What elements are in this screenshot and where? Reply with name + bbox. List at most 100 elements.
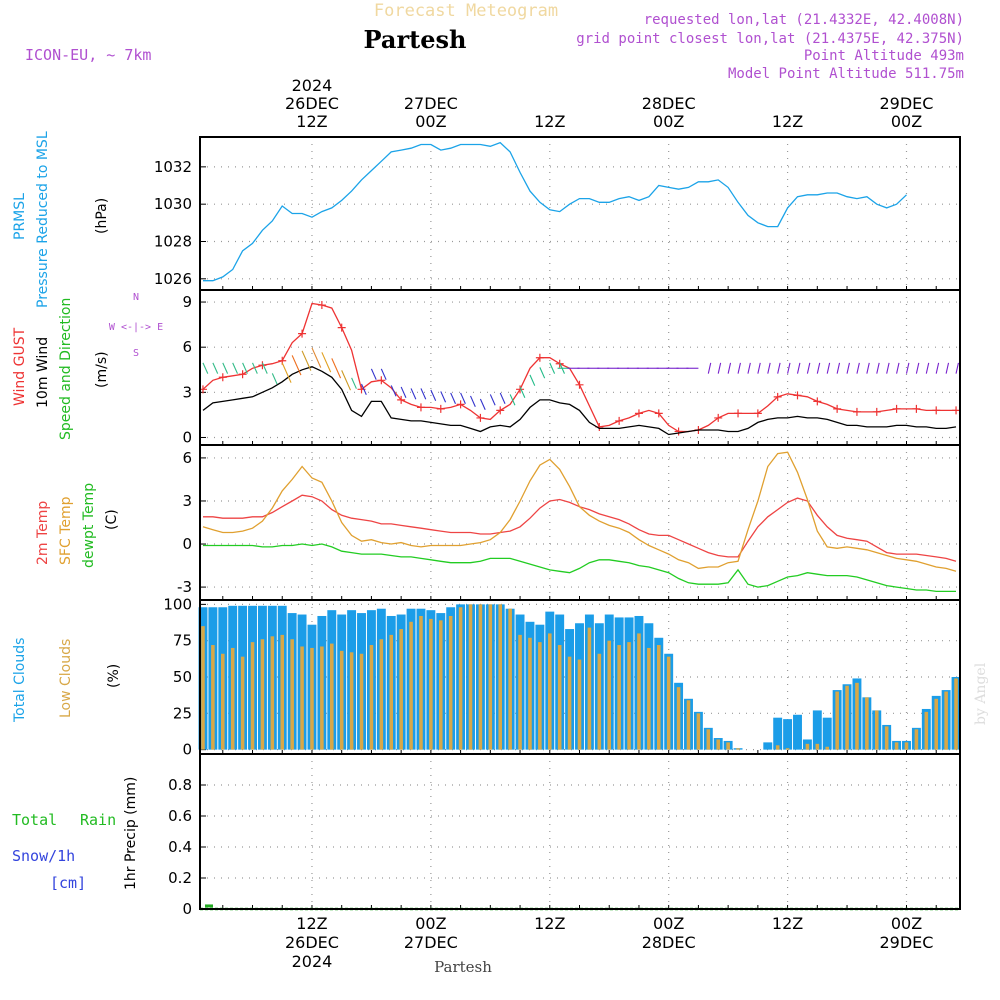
total-cloud-bar bbox=[822, 717, 832, 750]
panel-wind-ytick-label: 9 bbox=[182, 293, 192, 311]
wind-direction-arrow bbox=[252, 362, 258, 374]
snow-precip-label: Snow/1h bbox=[12, 847, 75, 865]
wind-direction-arrow bbox=[707, 362, 712, 374]
low-cloud-bar bbox=[528, 637, 532, 750]
wind-direction-arrow bbox=[450, 392, 456, 404]
total-clouds-label: Total Clouds bbox=[12, 638, 28, 723]
low-cloud-bar bbox=[627, 642, 631, 750]
gust-marker bbox=[416, 403, 425, 412]
wind-direction-arrow bbox=[905, 362, 910, 374]
top-time-hour: 00Z bbox=[891, 112, 922, 131]
gust-marker bbox=[298, 329, 307, 338]
panel-pressure-ytick-label: 1026 bbox=[154, 270, 192, 288]
low-cloud-bar bbox=[736, 748, 740, 750]
bottom-time-hour: 12Z bbox=[772, 914, 803, 933]
bottom-time-hour: 00Z bbox=[653, 914, 684, 933]
low-cloud-bar bbox=[349, 652, 354, 750]
low-cloud-bar bbox=[488, 604, 493, 750]
top-time-date: 27DEC bbox=[404, 94, 458, 113]
gust-marker bbox=[654, 409, 663, 418]
low-cloud-bar bbox=[320, 646, 324, 750]
wind-direction-arrow bbox=[529, 374, 536, 386]
wind-direction-arrow bbox=[915, 362, 920, 374]
wind-direction-arrow bbox=[539, 367, 546, 379]
low-cloud-bar bbox=[597, 653, 602, 750]
compass-n: N bbox=[133, 292, 139, 303]
low-cloud-bar bbox=[696, 713, 701, 750]
forecast-meteogram-title: Forecast Meteogram bbox=[374, 1, 558, 21]
compass-w-e: W <-|-> E bbox=[109, 322, 163, 333]
panel-pressure-frame bbox=[199, 136, 961, 291]
wind-direction-arrow bbox=[489, 394, 496, 406]
wind-gust-line bbox=[202, 302, 956, 433]
wind-direction-arrow bbox=[281, 362, 292, 383]
top-time-year: 2024 bbox=[292, 76, 333, 95]
low-cloud-bar bbox=[845, 685, 849, 750]
prmsl-line bbox=[203, 141, 907, 282]
top-time-date: 26DEC bbox=[285, 94, 339, 113]
wind-direction-arrow bbox=[727, 362, 732, 374]
wind-direction-arrow bbox=[896, 362, 900, 374]
wind-direction-arrow bbox=[470, 395, 476, 407]
wind-direction-arrow bbox=[886, 362, 890, 374]
low-cloud-bar bbox=[835, 691, 839, 750]
bottom-time-year: 2024 bbox=[292, 952, 333, 971]
dewpt-temp-line bbox=[203, 543, 956, 593]
low-cloud-bar bbox=[666, 656, 671, 750]
low-cloud-bar bbox=[894, 742, 899, 750]
compass-s: S bbox=[133, 348, 139, 359]
gust-marker bbox=[516, 385, 525, 394]
low-cloud-bar bbox=[508, 608, 512, 750]
panel-temperature-ytick-label: 0 bbox=[182, 535, 192, 553]
wind-direction-arrow bbox=[212, 362, 219, 374]
gust-marker bbox=[634, 409, 643, 418]
wind-direction-arrow bbox=[836, 362, 841, 374]
panel-precip-ytick-label: 0.8 bbox=[168, 776, 192, 794]
low-cloud-bar bbox=[855, 682, 859, 750]
location-title: Partesh bbox=[364, 25, 467, 54]
low-cloud-bar bbox=[567, 656, 572, 750]
top-time-hour: 12Z bbox=[534, 112, 565, 131]
wind-direction-arrow bbox=[737, 362, 741, 374]
total-cloud-bar bbox=[783, 719, 793, 750]
wind-direction-arrow bbox=[757, 362, 761, 374]
2m-temp-line bbox=[203, 494, 957, 562]
gust-marker bbox=[714, 413, 723, 422]
low-cloud-bar bbox=[785, 748, 790, 750]
low-cloud-bar bbox=[448, 615, 453, 750]
bottom-time-date: 28DEC bbox=[642, 933, 696, 952]
panel-wind-ytick-label: 3 bbox=[182, 383, 192, 401]
panel-temperature-ytick-label: -3 bbox=[177, 578, 192, 596]
total-cloud-bar bbox=[793, 714, 802, 750]
low-cloud-bar bbox=[617, 645, 621, 750]
low-cloud-bar bbox=[310, 647, 314, 750]
gust-marker bbox=[456, 400, 465, 409]
model-label: ICON-EU, ~ 7km bbox=[25, 46, 151, 64]
gust-marker bbox=[833, 404, 842, 413]
snow-unit-label: [cm] bbox=[50, 874, 86, 892]
wind-direction-arrow bbox=[380, 368, 387, 380]
wind-direction-arrow bbox=[311, 347, 322, 368]
rain-precip-label: Rain bbox=[80, 811, 116, 829]
gust-marker bbox=[436, 404, 445, 413]
low-cloud-bar bbox=[498, 604, 503, 750]
gust-marker bbox=[734, 409, 743, 418]
panel-precip-ytick-label: 0.6 bbox=[168, 807, 192, 825]
footer-location: Partesh bbox=[434, 958, 492, 976]
bottom-time-date: 29DEC bbox=[880, 933, 934, 952]
low-cloud-bar bbox=[587, 627, 592, 750]
low-cloud-bar bbox=[230, 647, 235, 750]
low-cloud-bar bbox=[270, 636, 275, 750]
gust-marker bbox=[912, 404, 921, 413]
panel-clouds-ytick-label: 25 bbox=[173, 704, 192, 722]
total-cloud-bar bbox=[763, 742, 773, 750]
wind-direction-arrow bbox=[460, 392, 466, 404]
gust-marker bbox=[952, 406, 961, 415]
10m-wind-line bbox=[202, 366, 957, 436]
gust-marker bbox=[932, 406, 941, 415]
low-cloud-bar bbox=[775, 745, 780, 750]
bottom-time-date: 26DEC bbox=[285, 933, 339, 952]
gust-marker bbox=[793, 391, 802, 400]
wind-direction-arrow bbox=[202, 362, 209, 374]
low-cloud-bar bbox=[280, 634, 285, 750]
